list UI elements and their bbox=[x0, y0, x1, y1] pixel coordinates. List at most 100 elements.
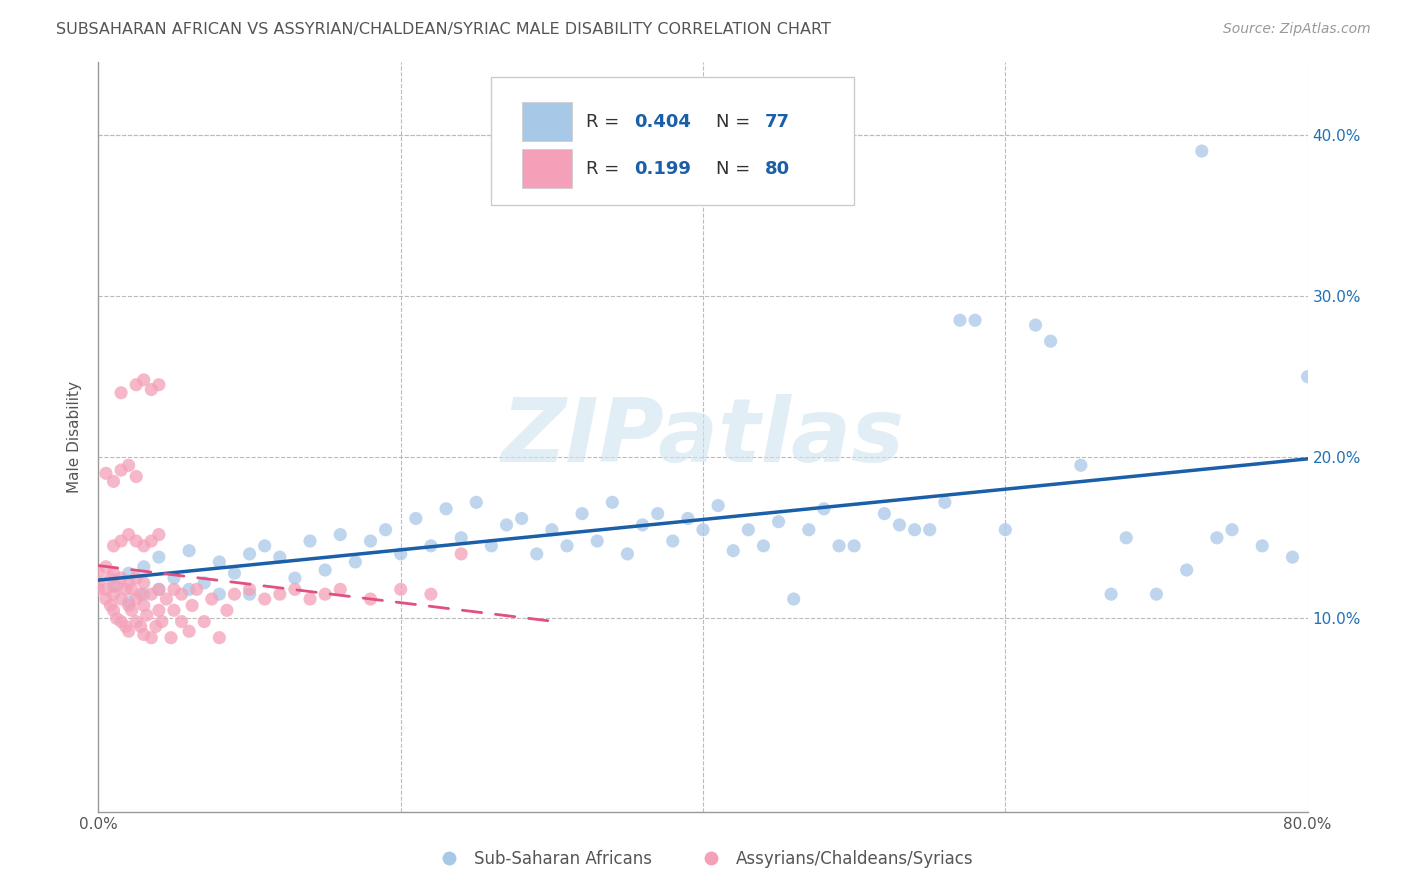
Point bbox=[510, 511, 533, 525]
FancyBboxPatch shape bbox=[492, 78, 855, 205]
Point bbox=[692, 523, 714, 537]
Point bbox=[269, 587, 291, 601]
Point bbox=[215, 603, 238, 617]
Point bbox=[360, 592, 382, 607]
Point bbox=[1024, 318, 1046, 332]
Point bbox=[100, 571, 122, 585]
Point bbox=[676, 511, 699, 525]
Point bbox=[193, 615, 215, 629]
Point bbox=[100, 599, 122, 613]
Point bbox=[125, 571, 148, 585]
Point bbox=[344, 555, 367, 569]
Text: Source: ZipAtlas.com: Source: ZipAtlas.com bbox=[1223, 22, 1371, 37]
Point bbox=[707, 499, 730, 513]
Point bbox=[904, 523, 927, 537]
Point bbox=[150, 615, 173, 629]
Point bbox=[125, 534, 148, 549]
Point bbox=[844, 539, 866, 553]
Point bbox=[103, 587, 125, 601]
Point bbox=[647, 507, 669, 521]
FancyBboxPatch shape bbox=[522, 149, 572, 188]
Point bbox=[526, 547, 548, 561]
Point bbox=[374, 523, 396, 537]
Point bbox=[201, 592, 224, 607]
Point bbox=[994, 523, 1017, 537]
Point bbox=[405, 511, 427, 525]
Point bbox=[1191, 144, 1213, 158]
Point bbox=[1115, 531, 1137, 545]
Point bbox=[163, 603, 186, 617]
Point bbox=[783, 592, 806, 607]
Point bbox=[110, 615, 132, 629]
Point bbox=[110, 534, 132, 549]
Point bbox=[224, 566, 246, 581]
Point bbox=[110, 385, 132, 400]
Text: 77: 77 bbox=[765, 113, 790, 131]
Point bbox=[965, 313, 987, 327]
Point bbox=[105, 611, 128, 625]
Point bbox=[132, 373, 155, 387]
Point bbox=[114, 619, 136, 633]
Point bbox=[540, 523, 562, 537]
Point bbox=[160, 631, 183, 645]
Point bbox=[737, 523, 759, 537]
Point bbox=[186, 582, 208, 597]
Point bbox=[602, 495, 624, 509]
Point bbox=[148, 377, 170, 392]
Point bbox=[1175, 563, 1198, 577]
Text: N =: N = bbox=[716, 113, 756, 131]
Point bbox=[314, 587, 336, 601]
Text: N =: N = bbox=[716, 160, 756, 178]
Point bbox=[949, 313, 972, 327]
Point bbox=[661, 534, 683, 549]
Point bbox=[94, 592, 117, 607]
Point bbox=[1281, 550, 1303, 565]
Point bbox=[125, 615, 148, 629]
Point bbox=[118, 599, 141, 613]
Point bbox=[1039, 334, 1062, 349]
Point bbox=[118, 575, 141, 590]
Point bbox=[239, 582, 262, 597]
Point bbox=[752, 539, 775, 553]
Point bbox=[141, 587, 163, 601]
Point bbox=[118, 527, 141, 541]
Point bbox=[1220, 523, 1243, 537]
Text: R =: R = bbox=[586, 113, 624, 131]
Point bbox=[179, 624, 201, 639]
Point bbox=[118, 566, 141, 581]
Point bbox=[87, 575, 110, 590]
Point bbox=[314, 563, 336, 577]
Point bbox=[828, 539, 851, 553]
Point bbox=[87, 566, 110, 581]
Point bbox=[918, 523, 941, 537]
FancyBboxPatch shape bbox=[522, 103, 572, 141]
Point bbox=[110, 592, 132, 607]
Text: 0.404: 0.404 bbox=[634, 113, 690, 131]
Point bbox=[132, 575, 155, 590]
Point bbox=[135, 608, 157, 623]
Point bbox=[121, 603, 143, 617]
Legend: Sub-Saharan Africans, Assyrians/Chaldeans/Syriacs: Sub-Saharan Africans, Assyrians/Chaldean… bbox=[426, 844, 980, 875]
Point bbox=[148, 527, 170, 541]
Point bbox=[555, 539, 578, 553]
Point bbox=[94, 559, 117, 574]
Point bbox=[450, 531, 472, 545]
Point bbox=[571, 507, 593, 521]
Point bbox=[299, 534, 322, 549]
Point bbox=[132, 559, 155, 574]
Point bbox=[768, 515, 790, 529]
Point bbox=[797, 523, 820, 537]
Point bbox=[179, 582, 201, 597]
Point bbox=[889, 517, 911, 532]
Point bbox=[284, 571, 307, 585]
Point bbox=[181, 599, 204, 613]
Point bbox=[329, 582, 352, 597]
Point bbox=[224, 587, 246, 601]
Point bbox=[253, 539, 276, 553]
Point bbox=[118, 595, 141, 609]
Point bbox=[132, 587, 155, 601]
Point bbox=[94, 467, 117, 481]
Point bbox=[145, 619, 167, 633]
Point bbox=[141, 534, 163, 549]
Point bbox=[170, 587, 193, 601]
